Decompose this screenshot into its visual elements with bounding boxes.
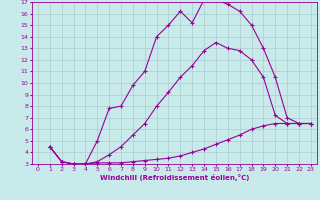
X-axis label: Windchill (Refroidissement éolien,°C): Windchill (Refroidissement éolien,°C): [100, 174, 249, 181]
